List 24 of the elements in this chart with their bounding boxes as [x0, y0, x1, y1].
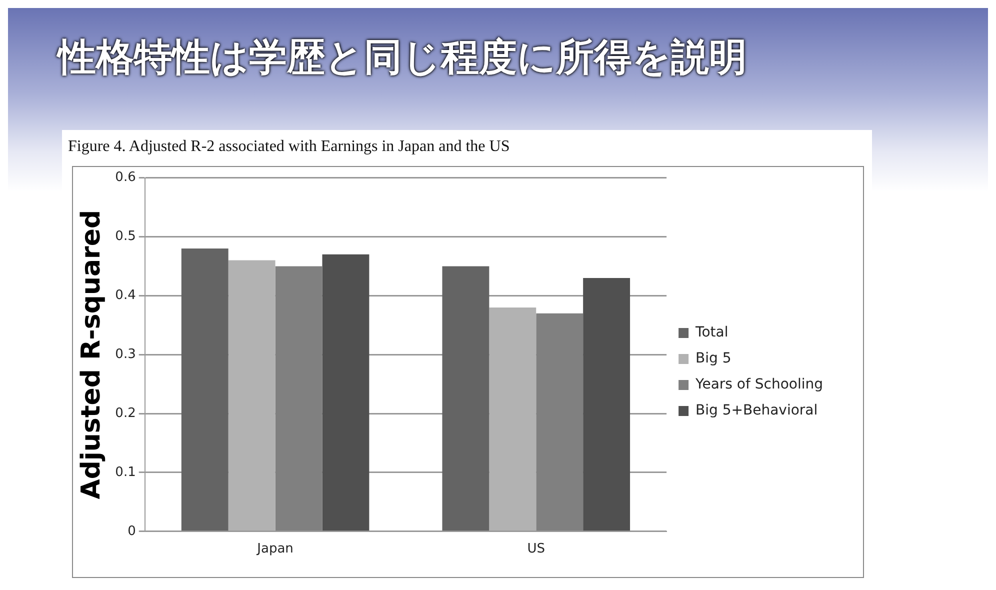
bar [536, 313, 584, 531]
bar [228, 260, 276, 531]
x-tick-label: Japan [256, 542, 294, 557]
y-tick-label: 0.1 [115, 464, 136, 480]
x-tick-label: US [527, 542, 546, 557]
legend-label: Big 5 [696, 350, 732, 367]
legend-label: Total [694, 324, 728, 341]
bar [322, 254, 370, 531]
chart-title: 性格特性は学歴と同じ程度に所得を説明 [58, 34, 747, 81]
y-tick-label: 0.6 [115, 170, 136, 186]
bar [442, 266, 490, 531]
legend-label: Big 5+Behavioral [696, 402, 818, 419]
y-tick-label: 0.4 [115, 288, 136, 304]
y-tick-label: 0.5 [115, 229, 136, 244]
y-tick-label: 0.3 [115, 346, 136, 362]
bar [489, 307, 536, 531]
bar [275, 266, 322, 531]
legend-label: Years of Schooling [694, 376, 824, 393]
bar [181, 248, 228, 531]
bar [583, 278, 630, 531]
y-axis-title: Adjusted R-squared [76, 210, 106, 500]
y-tick-label: 0.2 [115, 406, 136, 421]
chart-subtitle: Figure 4. Adjusted R-2 associated with Earnings in Japan and the US [67, 137, 511, 157]
y-tick-label: 0 [128, 524, 136, 539]
